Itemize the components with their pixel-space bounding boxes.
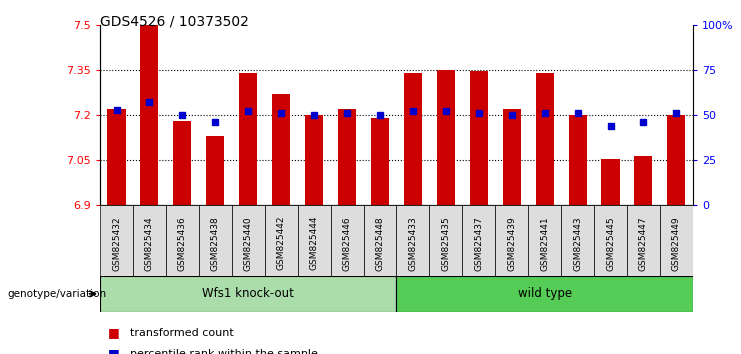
Bar [166, 205, 199, 276]
Bar [100, 276, 396, 312]
Bar [206, 136, 225, 205]
Bar [561, 205, 594, 276]
Bar [239, 73, 257, 205]
Bar [495, 205, 528, 276]
Text: GSM825443: GSM825443 [573, 216, 582, 270]
Bar [528, 205, 561, 276]
Bar [568, 115, 587, 205]
Text: GSM825437: GSM825437 [474, 216, 483, 271]
Text: Wfs1 knock-out: Wfs1 knock-out [202, 287, 294, 300]
Bar [602, 159, 619, 205]
Text: GSM825440: GSM825440 [244, 216, 253, 270]
Text: GSM825449: GSM825449 [672, 216, 681, 270]
Text: GSM825434: GSM825434 [145, 216, 154, 270]
Text: GSM825435: GSM825435 [442, 216, 451, 271]
Bar [396, 205, 429, 276]
Bar [462, 205, 495, 276]
Text: GSM825444: GSM825444 [310, 216, 319, 270]
Text: GSM825441: GSM825441 [540, 216, 549, 270]
Text: GSM825432: GSM825432 [112, 216, 121, 270]
Text: GDS4526 / 10373502: GDS4526 / 10373502 [100, 14, 249, 28]
Bar [298, 205, 330, 276]
Text: GSM825439: GSM825439 [507, 216, 516, 271]
Bar [100, 205, 133, 276]
Bar [140, 25, 159, 205]
Text: GSM825445: GSM825445 [606, 216, 615, 270]
Bar [272, 94, 290, 205]
Bar [305, 115, 323, 205]
Text: ■: ■ [107, 326, 119, 339]
Bar [199, 205, 232, 276]
Bar [265, 205, 298, 276]
Bar [173, 121, 191, 205]
Bar [338, 109, 356, 205]
Bar [502, 109, 521, 205]
Bar [330, 205, 364, 276]
Text: genotype/variation: genotype/variation [7, 289, 107, 299]
Bar [660, 205, 693, 276]
Bar [133, 205, 166, 276]
Bar [668, 115, 685, 205]
Bar [594, 205, 627, 276]
Text: transformed count: transformed count [130, 328, 233, 338]
Text: ■: ■ [107, 348, 119, 354]
Bar [404, 73, 422, 205]
Text: percentile rank within the sample: percentile rank within the sample [130, 349, 318, 354]
Text: GSM825448: GSM825448 [376, 216, 385, 270]
Bar [627, 205, 660, 276]
Bar [536, 73, 554, 205]
Bar [232, 205, 265, 276]
Text: GSM825447: GSM825447 [639, 216, 648, 270]
Bar [436, 70, 455, 205]
Bar [634, 156, 653, 205]
Text: GSM825442: GSM825442 [276, 216, 286, 270]
Bar [429, 205, 462, 276]
Text: GSM825436: GSM825436 [178, 216, 187, 271]
Text: GSM825433: GSM825433 [408, 216, 417, 271]
Text: GSM825438: GSM825438 [210, 216, 220, 271]
Bar [371, 118, 389, 205]
Bar [107, 109, 125, 205]
Bar [470, 72, 488, 205]
Text: wild type: wild type [517, 287, 572, 300]
Bar [396, 276, 693, 312]
Bar [364, 205, 396, 276]
Text: GSM825446: GSM825446 [342, 216, 351, 270]
